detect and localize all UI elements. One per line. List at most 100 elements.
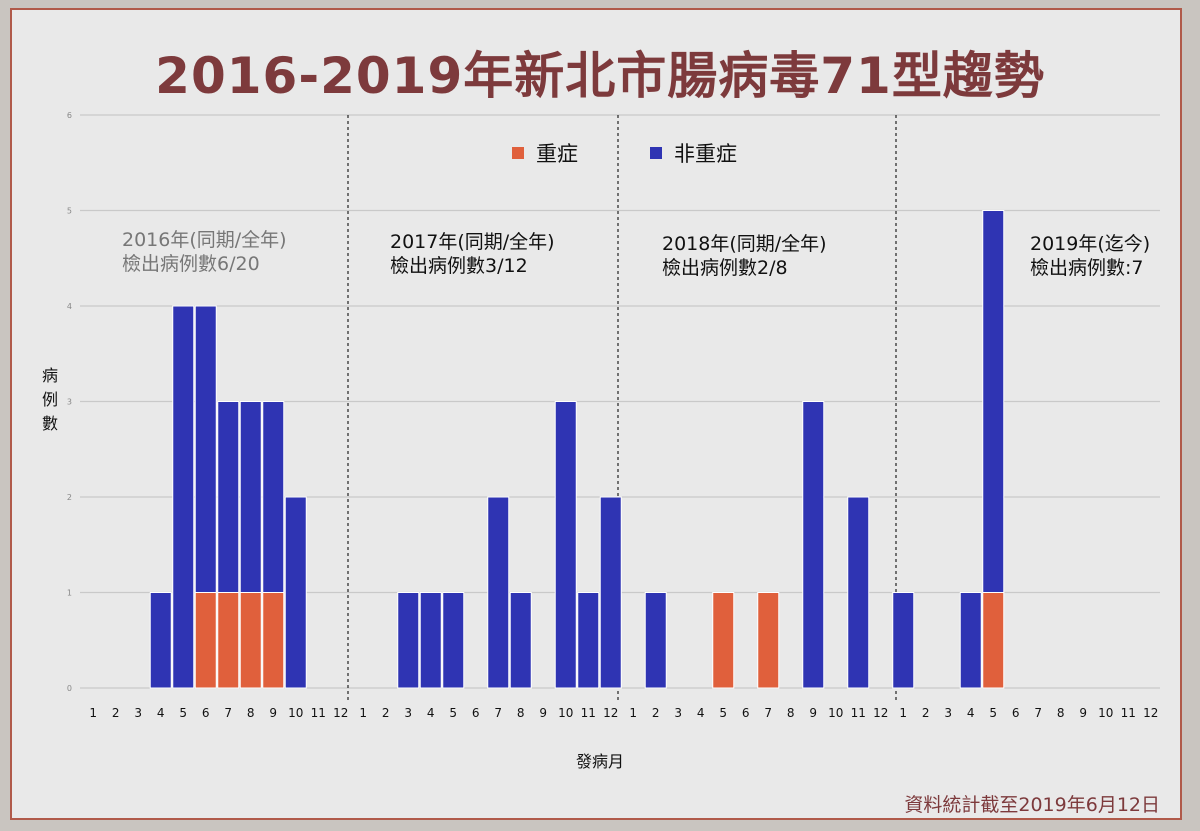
bar-non-severe bbox=[847, 496, 870, 689]
x-tick-label: 2 bbox=[112, 706, 120, 720]
legend-severe: 重症 bbox=[512, 138, 578, 168]
x-tick-label: 9 bbox=[539, 706, 547, 720]
x-tick-label: 7 bbox=[224, 706, 232, 720]
bar-non-severe bbox=[397, 592, 420, 689]
bar-non-severe bbox=[892, 592, 915, 689]
x-tick-label: 11 bbox=[311, 706, 326, 720]
y-tick-label: 6 bbox=[67, 111, 72, 120]
bar-severe bbox=[262, 592, 285, 689]
x-tick-label: 3 bbox=[944, 706, 952, 720]
annotation-2016-line2: 檢出病例數6/20 bbox=[122, 253, 260, 275]
x-tick-label: 1 bbox=[89, 706, 97, 720]
annotation-2019-line1: 2019年(迄今) bbox=[1030, 233, 1151, 255]
bar-non-severe bbox=[577, 592, 600, 689]
annotation-2017-line1: 2017年(同期/全年) bbox=[390, 231, 555, 253]
bar-non-severe bbox=[217, 401, 240, 593]
annotation-2016-line1: 2016年(同期/全年) bbox=[122, 229, 287, 251]
x-tick-label: 9 bbox=[269, 706, 277, 720]
legend-severe-label: 重症 bbox=[536, 142, 578, 166]
x-tick-label: 8 bbox=[787, 706, 795, 720]
bar-non-severe bbox=[802, 401, 825, 689]
bar-severe bbox=[239, 592, 262, 689]
x-tick-label: 8 bbox=[517, 706, 525, 720]
x-tick-label: 6 bbox=[1012, 706, 1020, 720]
x-tick-label: 3 bbox=[674, 706, 682, 720]
bar-non-severe bbox=[239, 401, 262, 593]
y-axis-label-char: 病 bbox=[41, 366, 58, 385]
bar-non-severe bbox=[262, 401, 285, 593]
bar-non-severe bbox=[284, 496, 307, 689]
x-tick-label: 11 bbox=[1121, 706, 1136, 720]
x-tick-label: 2 bbox=[382, 706, 390, 720]
annotation-2017: 2017年(同期/全年) 檢出病例數3/12 bbox=[390, 230, 555, 278]
x-tick-label: 8 bbox=[1057, 706, 1065, 720]
y-axis-label-char: 數 bbox=[41, 414, 58, 433]
annotation-2016: 2016年(同期/全年) 檢出病例數6/20 bbox=[122, 228, 287, 276]
x-tick-label: 5 bbox=[179, 706, 187, 720]
y-axis-label-char: 例 bbox=[41, 390, 58, 409]
x-tick-label: 3 bbox=[134, 706, 142, 720]
bar-non-severe bbox=[487, 496, 510, 689]
chart-title: 2016-2019年新北市腸病毒71型趨勢 bbox=[155, 47, 1045, 105]
legend-non-severe: 非重症 bbox=[650, 138, 737, 168]
annotation-2019: 2019年(迄今) 檢出病例數:7 bbox=[1030, 232, 1150, 280]
bars bbox=[149, 210, 1005, 689]
x-tick-label: 10 bbox=[828, 706, 843, 720]
bar-non-severe bbox=[172, 305, 195, 689]
bar-severe bbox=[194, 592, 217, 689]
x-tick-label: 4 bbox=[967, 706, 975, 720]
legend-non-severe-label: 非重症 bbox=[674, 142, 737, 166]
x-tick-label: 2 bbox=[652, 706, 660, 720]
x-tick-label: 8 bbox=[247, 706, 255, 720]
bar-non-severe bbox=[419, 592, 442, 689]
bar-non-severe bbox=[509, 592, 532, 689]
annotation-2018-line2: 檢出病例數2/8 bbox=[662, 257, 788, 279]
y-ticks: 0 1 2 3 4 5 6 bbox=[67, 111, 72, 693]
x-tick-label: 7 bbox=[494, 706, 502, 720]
x-tick-label: 1 bbox=[629, 706, 637, 720]
x-tick-label: 6 bbox=[472, 706, 480, 720]
bar-non-severe bbox=[599, 496, 622, 689]
y-tick-label: 5 bbox=[67, 207, 72, 216]
x-tick-label: 4 bbox=[697, 706, 705, 720]
bar-non-severe bbox=[442, 592, 465, 689]
x-tick-label: 11 bbox=[851, 706, 866, 720]
x-tick-label: 10 bbox=[288, 706, 303, 720]
bar-severe bbox=[217, 592, 240, 689]
annotation-2018-line1: 2018年(同期/全年) bbox=[662, 233, 827, 255]
y-tick-label: 2 bbox=[67, 493, 72, 502]
x-tick-label: 5 bbox=[449, 706, 457, 720]
annotation-2018: 2018年(同期/全年) 檢出病例數2/8 bbox=[662, 232, 827, 280]
bar-severe bbox=[982, 592, 1005, 689]
bar-non-severe bbox=[959, 592, 982, 689]
x-tick-label: 4 bbox=[427, 706, 435, 720]
bar-severe bbox=[712, 592, 735, 689]
footnote: 資料統計截至2019年6月12日 bbox=[904, 794, 1160, 816]
x-tick-label: 12 bbox=[333, 706, 348, 720]
bar-non-severe bbox=[982, 210, 1005, 593]
bar-severe bbox=[757, 592, 780, 689]
y-tick-label: 1 bbox=[67, 589, 72, 598]
bar-non-severe bbox=[149, 592, 172, 689]
x-tick-label: 1 bbox=[359, 706, 367, 720]
x-tick-label: 7 bbox=[1034, 706, 1042, 720]
x-tick-label: 12 bbox=[603, 706, 618, 720]
x-tick-label: 11 bbox=[581, 706, 596, 720]
y-tick-label: 4 bbox=[67, 302, 72, 311]
x-tick-label: 10 bbox=[558, 706, 573, 720]
bar-non-severe bbox=[554, 401, 577, 689]
x-tick-label: 7 bbox=[764, 706, 772, 720]
bar-non-severe bbox=[644, 592, 667, 689]
bar-non-severe bbox=[194, 305, 217, 593]
x-tick-label: 12 bbox=[1143, 706, 1158, 720]
x-tick-label: 2 bbox=[922, 706, 930, 720]
x-tick-label: 12 bbox=[873, 706, 888, 720]
y-tick-label: 0 bbox=[67, 684, 72, 693]
x-tick-label: 5 bbox=[719, 706, 727, 720]
annotation-2017-line2: 檢出病例數3/12 bbox=[390, 255, 528, 277]
y-tick-label: 3 bbox=[67, 398, 72, 407]
x-tick-label: 6 bbox=[202, 706, 210, 720]
x-tick-label: 4 bbox=[157, 706, 165, 720]
x-axis-label: 發病月 bbox=[575, 752, 624, 771]
